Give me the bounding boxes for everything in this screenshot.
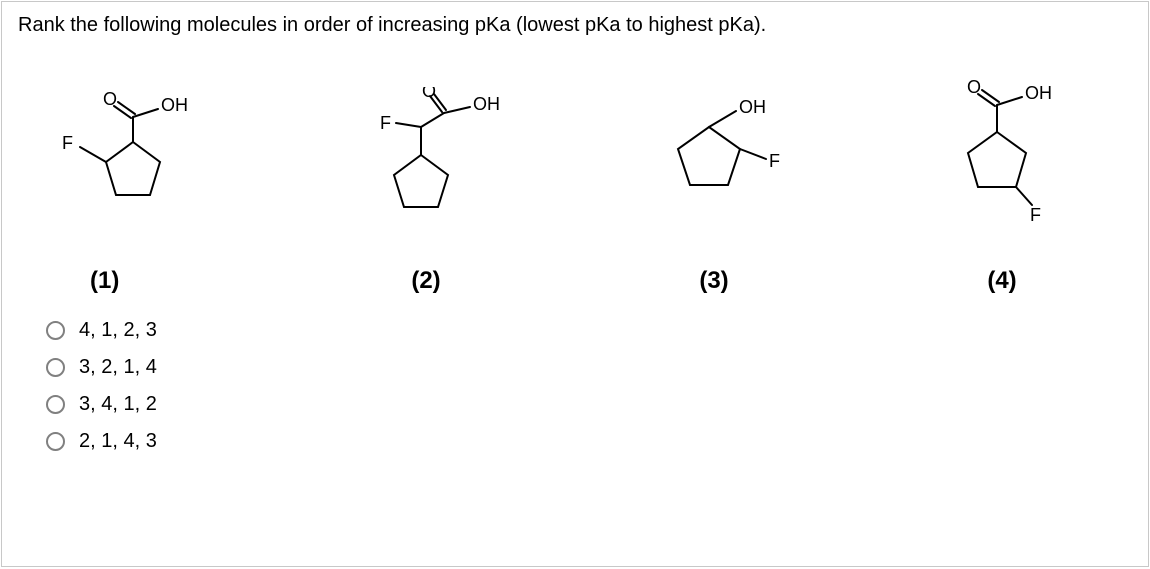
option-c-text: 3, 4, 1, 2 bbox=[79, 393, 157, 416]
option-b-text: 3, 2, 1, 4 bbox=[79, 356, 157, 379]
molecule-2-oh: OH bbox=[473, 94, 500, 114]
molecule-1: O OH F bbox=[38, 87, 238, 227]
question-container: Rank the following molecules in order of… bbox=[1, 1, 1149, 567]
radio-icon[interactable] bbox=[46, 432, 65, 451]
label-1: (1) bbox=[38, 267, 238, 295]
molecule-2-o: O bbox=[422, 87, 436, 101]
labels-row: (1) (2) (3) (4) bbox=[18, 267, 1132, 295]
label-4: (4) bbox=[902, 267, 1102, 295]
molecule-3-oh: OH bbox=[739, 97, 766, 117]
molecule-1-o: O bbox=[103, 89, 117, 109]
radio-icon[interactable] bbox=[46, 395, 65, 414]
molecule-4-f: F bbox=[1030, 205, 1041, 225]
molecule-1-f: F bbox=[62, 133, 73, 153]
molecule-4-svg: O OH F bbox=[912, 77, 1092, 227]
option-c[interactable]: 3, 4, 1, 2 bbox=[46, 393, 1132, 416]
molecule-2-f: F bbox=[380, 113, 391, 133]
molecule-4-o: O bbox=[967, 77, 981, 97]
molecule-3-f: F bbox=[769, 151, 780, 171]
molecule-4: O OH F bbox=[902, 77, 1102, 227]
molecule-2-svg: O OH F bbox=[336, 87, 516, 227]
molecule-2: O OH F bbox=[326, 87, 526, 227]
options-list: 4, 1, 2, 3 3, 2, 1, 4 3, 4, 1, 2 2, 1, 4… bbox=[18, 319, 1132, 453]
label-3: (3) bbox=[614, 267, 814, 295]
radio-icon[interactable] bbox=[46, 321, 65, 340]
radio-icon[interactable] bbox=[46, 358, 65, 377]
question-text: Rank the following molecules in order of… bbox=[18, 14, 1132, 37]
option-a-text: 4, 1, 2, 3 bbox=[79, 319, 157, 342]
molecule-1-oh: OH bbox=[161, 95, 188, 115]
option-d-text: 2, 1, 4, 3 bbox=[79, 430, 157, 453]
molecule-3: OH F bbox=[614, 87, 814, 227]
molecules-row: O OH F bbox=[18, 77, 1132, 227]
molecule-1-svg: O OH F bbox=[48, 87, 228, 227]
option-d[interactable]: 2, 1, 4, 3 bbox=[46, 430, 1132, 453]
molecule-3-svg: OH F bbox=[624, 87, 804, 227]
option-a[interactable]: 4, 1, 2, 3 bbox=[46, 319, 1132, 342]
option-b[interactable]: 3, 2, 1, 4 bbox=[46, 356, 1132, 379]
label-2: (2) bbox=[326, 267, 526, 295]
molecule-4-oh: OH bbox=[1025, 83, 1052, 103]
